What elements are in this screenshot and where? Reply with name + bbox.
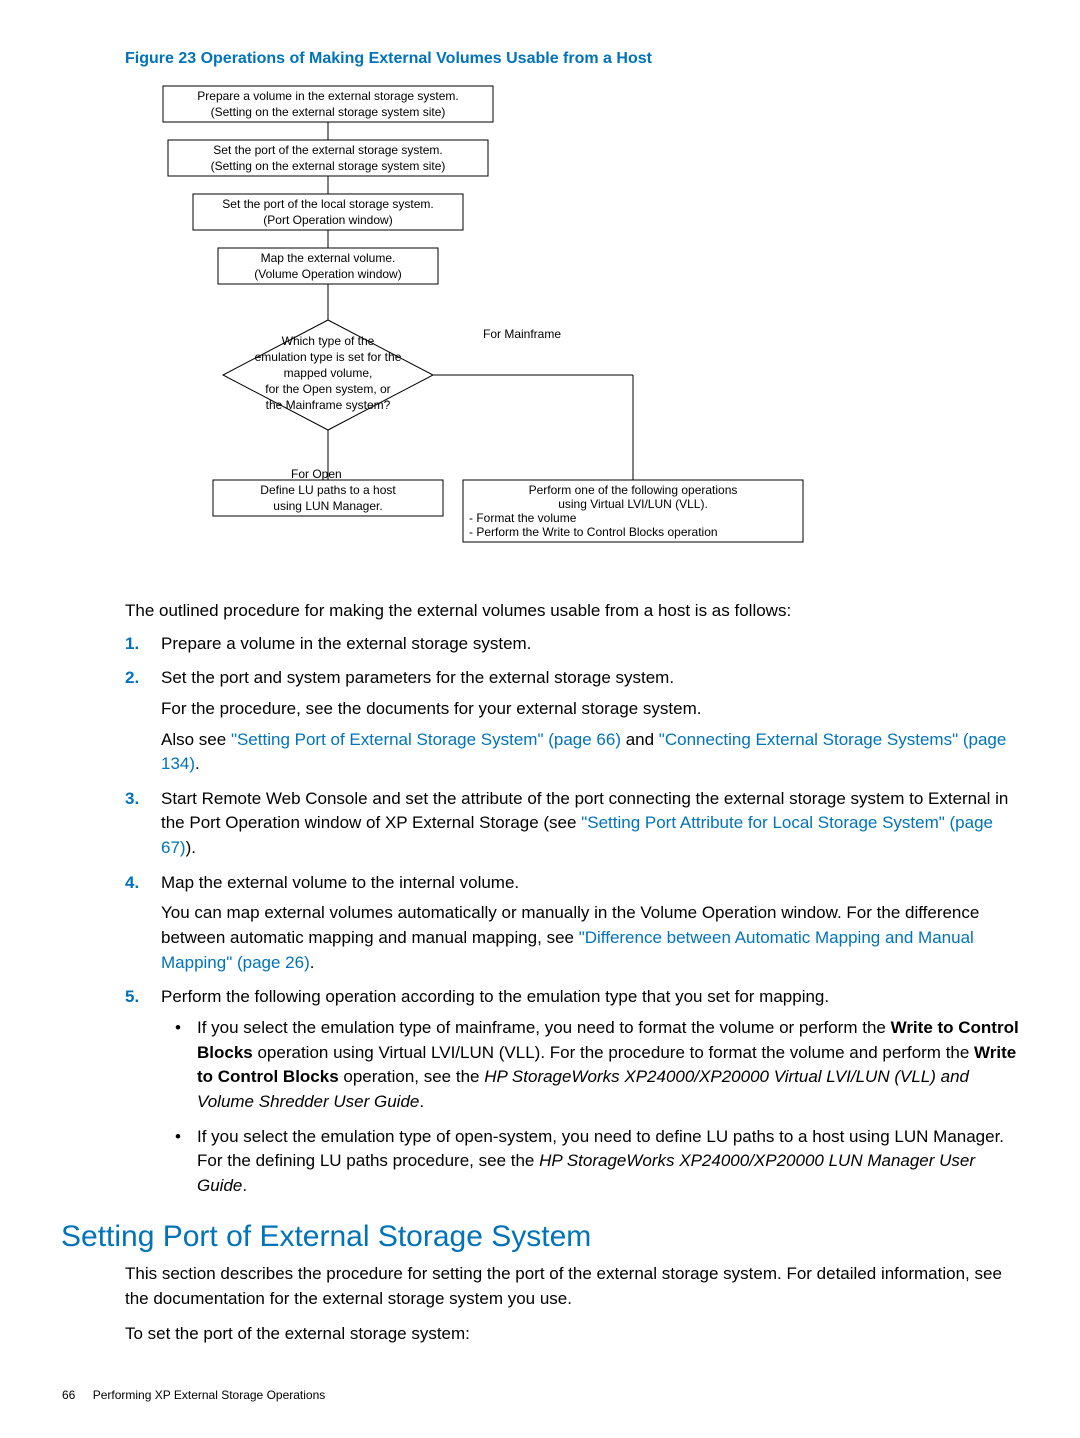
svg-text:(Volume Operation window): (Volume Operation window) [254, 267, 401, 281]
svg-text:Map the external volume.: Map the external volume. [261, 251, 396, 265]
step-5-bullets: If you select the emulation type of main… [161, 1016, 1020, 1198]
svg-text:for the Open system, or: for the Open system, or [265, 382, 390, 396]
svg-text:Perform one of the following o: Perform one of the following operations [529, 483, 738, 497]
bullet-opensystem: If you select the emulation type of open… [161, 1125, 1020, 1199]
section-heading: Setting Port of External Storage System [61, 1220, 1020, 1254]
page-footer: 66 Performing XP External Storage Operat… [62, 1388, 325, 1402]
section-paragraph: This section describes the procedure for… [125, 1262, 1020, 1311]
step-2: 2. Set the port and system parameters fo… [125, 666, 1020, 777]
step-number: 4. [125, 871, 139, 896]
step-subparagraph: You can map external volumes automatical… [161, 901, 1020, 975]
svg-text:the Mainframe system?: the Mainframe system? [266, 398, 391, 412]
section-paragraph: To set the port of the external storage … [125, 1322, 1020, 1347]
step-number: 2. [125, 666, 139, 691]
step-text: Set the port and system parameters for t… [161, 668, 674, 687]
step-5: 5. Perform the following operation accor… [125, 985, 1020, 1198]
svg-text:mapped volume,: mapped volume, [284, 366, 373, 380]
svg-text:For Mainframe: For Mainframe [483, 327, 561, 341]
svg-text:Define LU paths to a host: Define LU paths to a host [260, 483, 396, 497]
step-1: 1. Prepare a volume in the external stor… [125, 632, 1020, 657]
page-number: 66 [62, 1388, 75, 1402]
svg-text:using Virtual LVI/LUN (VLL).: using Virtual LVI/LUN (VLL). [558, 497, 708, 511]
step-number: 5. [125, 985, 139, 1010]
svg-text:Set the port of the external s: Set the port of the external storage sys… [213, 143, 442, 157]
bullet-mainframe: If you select the emulation type of main… [161, 1016, 1020, 1115]
step-number: 3. [125, 787, 139, 812]
link-setting-port[interactable]: "Setting Port of External Storage System… [231, 730, 621, 749]
svg-text:(Port Operation window): (Port Operation window) [263, 213, 392, 227]
svg-text:For Open: For Open [291, 467, 342, 481]
step-number: 1. [125, 632, 139, 657]
step-text: Prepare a volume in the external storage… [161, 634, 531, 653]
svg-text:- Perform the Write to Control: - Perform the Write to Control Blocks op… [469, 525, 718, 539]
footer-title: Performing XP External Storage Operation… [93, 1388, 326, 1402]
svg-text:(Setting on the external stora: (Setting on the external storage system … [211, 105, 446, 119]
figure-title: Figure 23 Operations of Making External … [125, 50, 1020, 68]
step-subparagraph: Also see "Setting Port of External Stora… [161, 728, 1020, 777]
flowchart-diagram: Prepare a volume in the external storage… [143, 80, 1020, 581]
svg-text:(Setting on the external stora: (Setting on the external storage system … [211, 159, 446, 173]
step-3: 3. Start Remote Web Console and set the … [125, 787, 1020, 861]
step-text: Map the external volume to the internal … [161, 873, 519, 892]
step-text: Perform the following operation accordin… [161, 987, 829, 1006]
svg-text:using LUN Manager.: using LUN Manager. [273, 499, 382, 513]
svg-text:emulation type is set for the: emulation type is set for the [255, 350, 402, 364]
svg-text:Set the port of the local stor: Set the port of the local storage system… [222, 197, 433, 211]
intro-paragraph: The outlined procedure for making the ex… [125, 599, 1020, 624]
svg-text:Prepare a volume in the extern: Prepare a volume in the external storage… [197, 89, 458, 103]
svg-text:Which type of the: Which type of the [282, 334, 375, 348]
procedure-list: 1. Prepare a volume in the external stor… [125, 632, 1020, 1199]
svg-text:- Format the volume: - Format the volume [469, 511, 577, 525]
step-4: 4. Map the external volume to the intern… [125, 871, 1020, 976]
step-subparagraph: For the procedure, see the documents for… [161, 697, 1020, 722]
